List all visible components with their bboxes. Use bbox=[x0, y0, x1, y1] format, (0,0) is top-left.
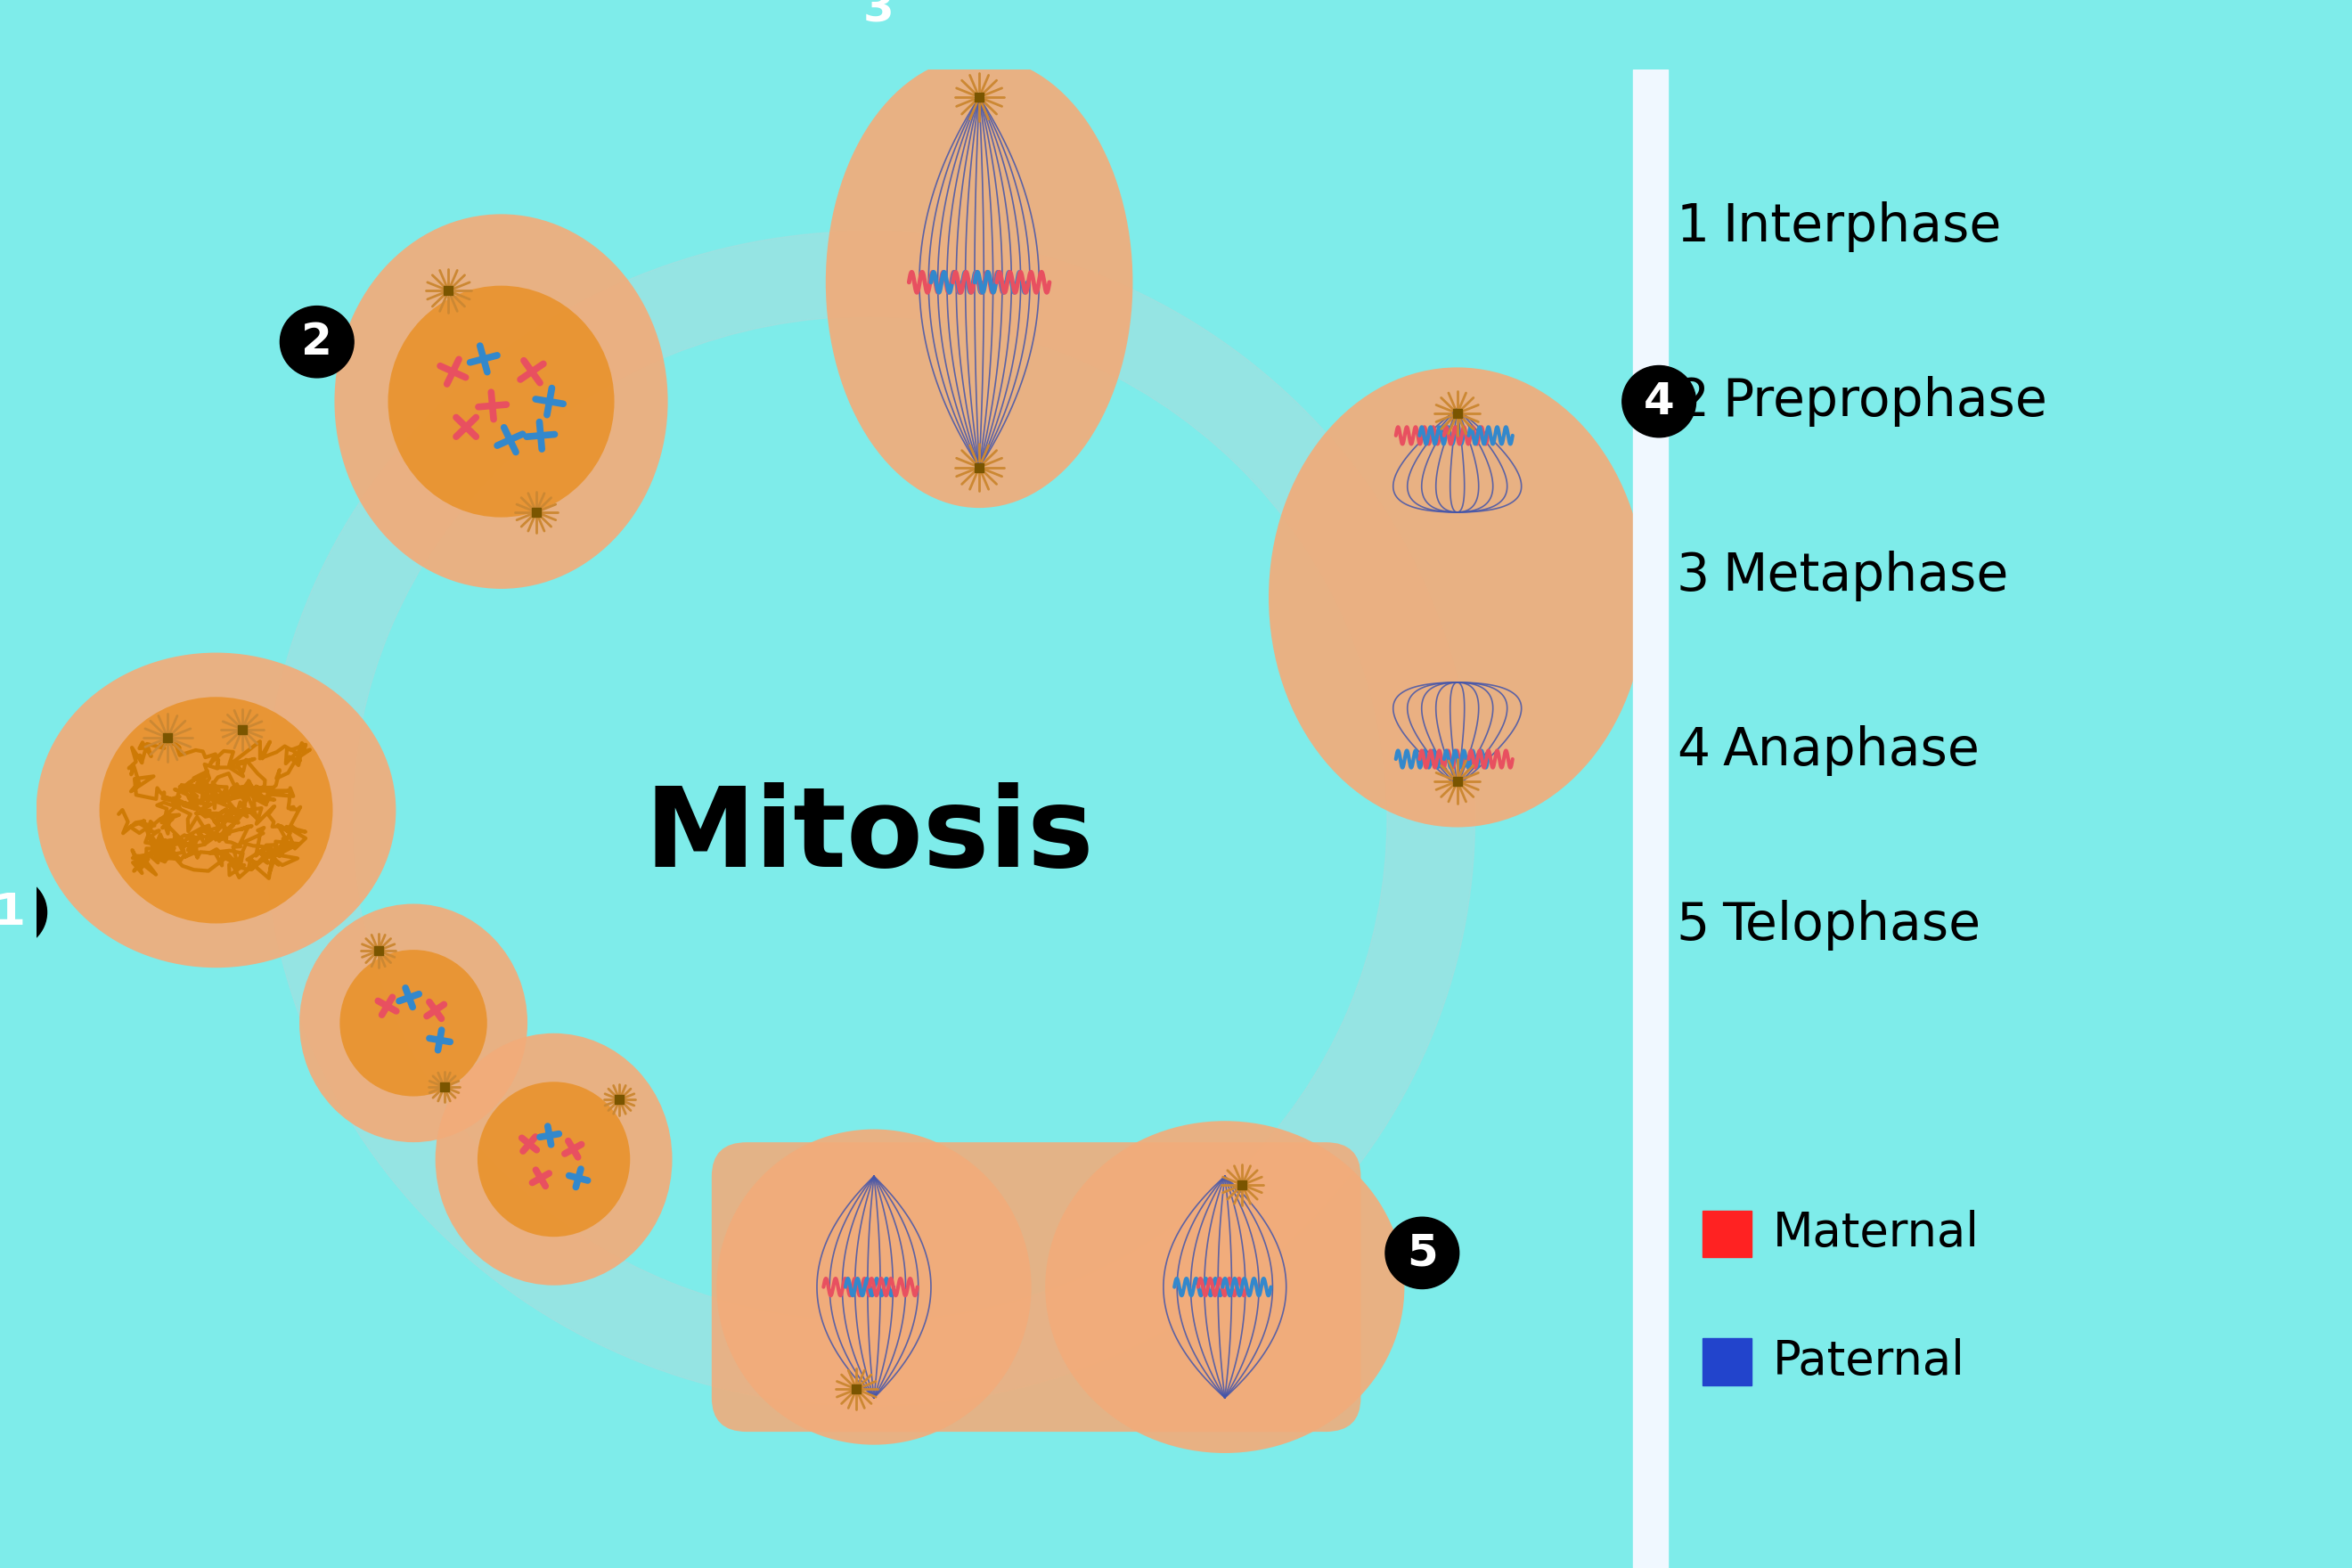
Text: Interphase: Interphase bbox=[1722, 202, 2002, 252]
Text: 2: 2 bbox=[301, 320, 332, 364]
Ellipse shape bbox=[388, 285, 614, 517]
Text: 1: 1 bbox=[1677, 202, 1710, 252]
Ellipse shape bbox=[435, 1033, 673, 1286]
Bar bbox=[1703, 1210, 1752, 1258]
Ellipse shape bbox=[299, 903, 527, 1142]
Text: Anaphase: Anaphase bbox=[1722, 724, 1980, 776]
Ellipse shape bbox=[99, 696, 332, 924]
Text: 3: 3 bbox=[863, 0, 894, 31]
Text: Mitosis: Mitosis bbox=[644, 782, 1094, 889]
Text: 3: 3 bbox=[1677, 550, 1710, 602]
Text: 5: 5 bbox=[1406, 1231, 1437, 1275]
Circle shape bbox=[0, 877, 47, 949]
Bar bbox=[1703, 1338, 1752, 1385]
Ellipse shape bbox=[1268, 367, 1646, 828]
Text: Maternal: Maternal bbox=[1773, 1210, 1980, 1256]
Text: 5: 5 bbox=[1677, 900, 1710, 950]
Text: 4: 4 bbox=[1677, 724, 1710, 776]
Text: 2: 2 bbox=[1677, 376, 1710, 426]
Text: Metaphase: Metaphase bbox=[1722, 550, 2009, 602]
Circle shape bbox=[280, 306, 353, 378]
FancyBboxPatch shape bbox=[713, 1142, 1362, 1432]
Ellipse shape bbox=[477, 1082, 630, 1237]
Circle shape bbox=[1385, 1217, 1458, 1289]
Text: Telophase: Telophase bbox=[1722, 900, 1980, 950]
Text: 1: 1 bbox=[0, 891, 26, 935]
Text: Paternal: Paternal bbox=[1773, 1338, 1966, 1385]
Ellipse shape bbox=[1044, 1121, 1404, 1454]
Text: Preprophase: Preprophase bbox=[1722, 376, 2046, 426]
Ellipse shape bbox=[334, 215, 668, 590]
Text: 4: 4 bbox=[1644, 379, 1675, 423]
Circle shape bbox=[842, 0, 915, 45]
Ellipse shape bbox=[35, 652, 395, 967]
Ellipse shape bbox=[717, 1129, 1030, 1444]
Ellipse shape bbox=[339, 950, 487, 1096]
Bar bbox=[1632, 69, 1668, 1568]
Ellipse shape bbox=[826, 56, 1134, 508]
Circle shape bbox=[1623, 365, 1696, 437]
